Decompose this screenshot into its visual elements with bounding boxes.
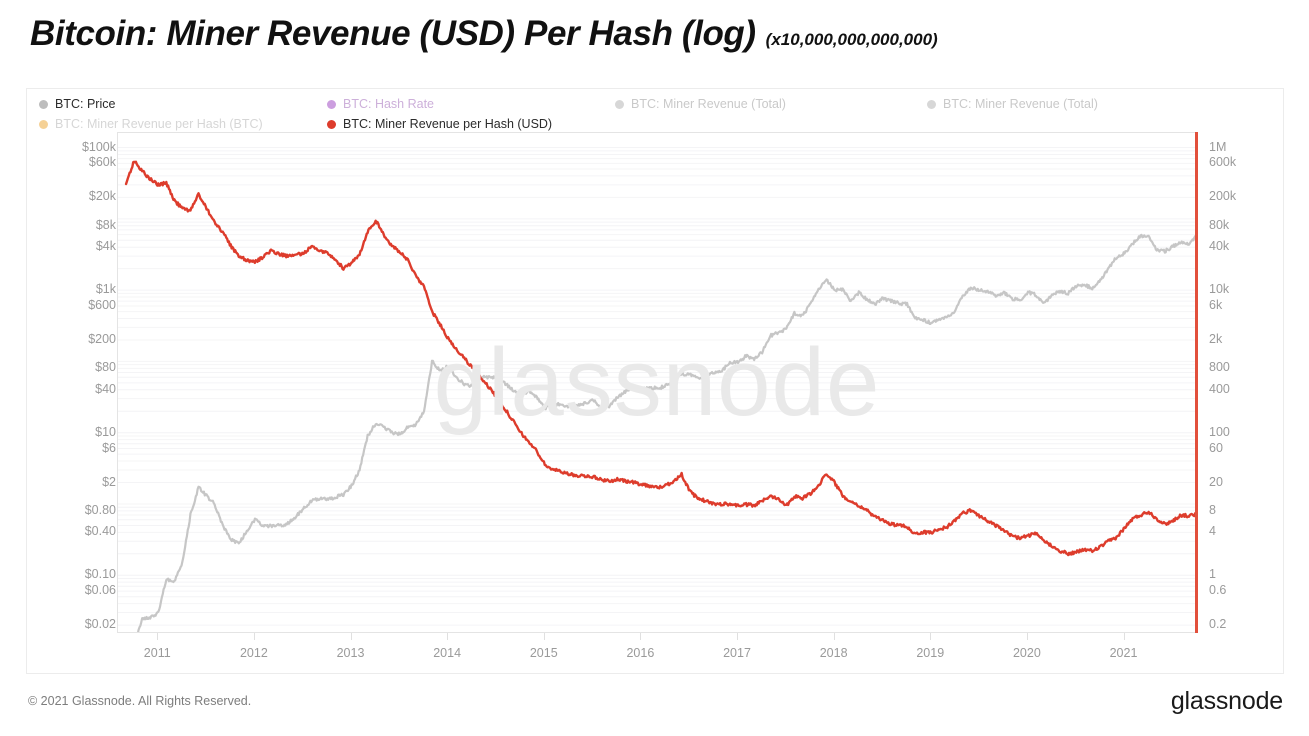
y-axis-right-tick-label: 60: [1209, 440, 1223, 455]
x-axis-tick-label: 2013: [336, 646, 365, 660]
legend-item[interactable]: BTC: Miner Revenue per Hash (USD): [327, 117, 552, 131]
glassnode-logo: glassnode: [1170, 687, 1283, 715]
y-axis-left-tick-label: $600: [88, 297, 116, 312]
legend-item-label: BTC: Miner Revenue (Total): [943, 97, 1098, 111]
y-axis-right-tick-label: 800: [1209, 360, 1230, 375]
y-axis-right-tick-label: 100: [1209, 424, 1230, 439]
legend-item-label: BTC: Hash Rate: [343, 97, 435, 111]
y-axis-right-tick-label: 1M: [1209, 139, 1227, 154]
legend-color-dot-icon: [615, 99, 624, 109]
x-axis-tick-mark: [447, 633, 449, 640]
x-axis-tick-mark: [1123, 633, 1125, 640]
x-axis-tick-mark: [1026, 633, 1028, 640]
x-axis-tick-mark: [833, 633, 835, 640]
legend-color-dot-icon: [327, 119, 336, 129]
legend-item-label: BTC: Miner Revenue (Total): [631, 97, 786, 111]
y-axis-left-tick-label: $10: [95, 424, 116, 439]
x-axis-tick-mark: [930, 633, 932, 640]
x-axis-tick-label: 2020: [1012, 646, 1041, 660]
y-axis-left-tick-label: $20k: [88, 189, 116, 204]
y-axis-left-tick-label: $100k: [81, 139, 116, 154]
x-axis-tick-label: 2021: [1109, 646, 1138, 660]
x-axis-tick-label: 2019: [916, 646, 945, 660]
y-axis-left-tick-label: $0.06: [84, 583, 116, 598]
x-axis-tick-mark: [640, 633, 642, 640]
x-axis-tick-label: 2016: [626, 646, 655, 660]
x-axis-tick-mark: [543, 633, 545, 640]
legend-item[interactable]: BTC: Price: [39, 97, 115, 111]
y-axis-left-tick-label: $0.10: [84, 567, 116, 582]
present-marker-line: [1195, 132, 1198, 633]
y-axis-right-tick-label: 40k: [1209, 239, 1230, 254]
legend-color-dot-icon: [39, 119, 48, 129]
y-axis-left-tick-label: $8k: [95, 217, 116, 232]
y-axis-left-tick-label: $0.40: [84, 524, 116, 539]
y-axis-left-tick-label: $200: [88, 331, 116, 346]
x-axis-tick-label: 2018: [819, 646, 848, 660]
y-axis-right-tick-label: 0.6: [1209, 583, 1227, 598]
legend-item[interactable]: BTC: Hash Rate: [327, 97, 434, 111]
y-axis-right-tick-label: 400: [1209, 381, 1230, 396]
x-axis-tick-mark: [253, 633, 255, 640]
x-axis-tick-label: 2012: [239, 646, 268, 660]
series-line: [124, 160, 1196, 557]
x-axis-tick-mark: [737, 633, 739, 640]
chart-title-bar: Bitcoin: Miner Revenue (USD) Per Hash (l…: [30, 14, 938, 54]
legend-item[interactable]: BTC: Miner Revenue per Hash (BTC): [39, 117, 263, 131]
y-axis-right-tick-label: 4: [1209, 524, 1216, 539]
y-axis-right-tick-label: 600k: [1209, 155, 1237, 170]
y-axis-right-tick-label: 2k: [1209, 331, 1223, 346]
gridlines: [118, 147, 1196, 626]
legend-item-label: BTC: Miner Revenue per Hash (USD): [343, 117, 553, 131]
legend-color-dot-icon: [39, 99, 48, 109]
x-axis-tick-label: 2014: [433, 646, 462, 660]
series-line: [137, 233, 1196, 632]
footer-copyright: © 2021 Glassnode. All Rights Reserved.: [28, 694, 252, 708]
y-axis-left-tick-label: $6: [102, 440, 116, 455]
y-axis-left-tick-label: $0.80: [84, 502, 116, 517]
legend-item-label: BTC: Miner Revenue per Hash (BTC): [55, 117, 263, 131]
legend-item-label: BTC: Price: [55, 97, 116, 111]
plot-area: glassnode: [117, 132, 1196, 633]
y-axis-left-tick-label: $80: [95, 360, 116, 375]
y-axis-left-tick-label: $0.02: [84, 617, 116, 632]
y-axis-right-tick-label: 8: [1209, 502, 1216, 517]
x-axis-tick-label: 2015: [529, 646, 558, 660]
y-axis-left-tick-label: $1k: [95, 282, 116, 297]
page-title: Bitcoin: Miner Revenue (USD) Per Hash (l…: [30, 14, 756, 53]
x-axis-tick-label: 2011: [143, 646, 171, 660]
y-axis-right-tick-label: 200k: [1209, 189, 1237, 204]
legend-color-dot-icon: [927, 99, 936, 109]
legend-item[interactable]: BTC: Miner Revenue (Total): [615, 97, 786, 111]
y-axis-right-tick-label: 6k: [1209, 297, 1223, 312]
y-axis-left-tick-label: $40: [95, 381, 116, 396]
x-axis-tick-mark: [157, 633, 159, 640]
y-axis-right-tick-label: 20: [1209, 474, 1223, 489]
y-axis-left-tick-label: $60k: [88, 155, 116, 170]
y-axis-right-tick-label: 1: [1209, 567, 1216, 582]
y-axis-right-tick-label: 10k: [1209, 282, 1230, 297]
x-axis-tick-mark: [350, 633, 352, 640]
legend-item[interactable]: BTC: Miner Revenue (Total): [927, 97, 1098, 111]
y-axis-left-tick-label: $2: [102, 474, 116, 489]
x-axis-tick-label: 2017: [723, 646, 751, 660]
legend-color-dot-icon: [327, 99, 336, 109]
chart-legend: BTC: Price BTC: Hash Rate BTC: Miner Reven…: [39, 97, 1275, 137]
y-axis-right-tick-label: 0.2: [1209, 617, 1227, 632]
page-title-suffix: (x10,000,000,000,000): [765, 30, 938, 49]
chart-canvas: [118, 147, 1196, 632]
y-axis-left-tick-label: $4k: [95, 239, 116, 254]
y-axis-right-tick-label: 80k: [1209, 217, 1230, 232]
